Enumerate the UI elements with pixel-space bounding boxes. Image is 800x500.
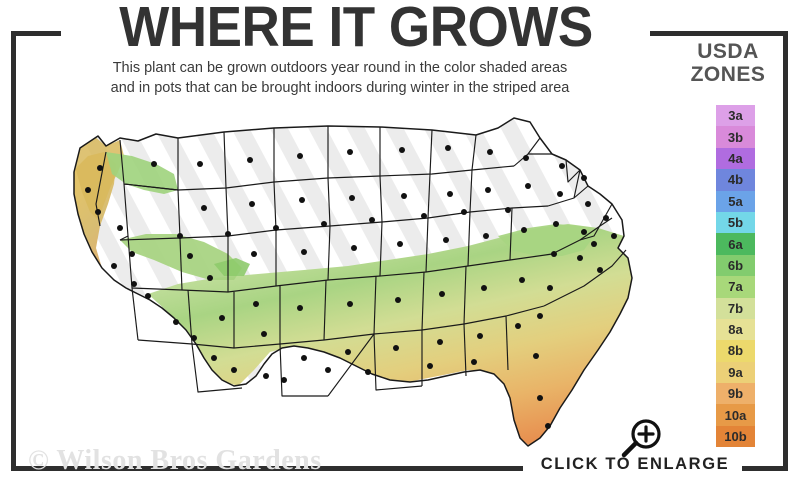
zone-swatch-5a: 5a	[716, 190, 755, 212]
legend-title-line-1: USDA	[697, 40, 759, 63]
puget-sound-green-region	[106, 152, 178, 194]
legend-title-line-2: ZONES	[690, 63, 766, 86]
zone-swatch-6b: 6b	[716, 254, 755, 277]
sierra-green-patch	[214, 258, 250, 276]
subtitle-line-1: This plant can be grown outdoors year ro…	[112, 60, 568, 76]
zone-swatch-4a: 4a	[716, 147, 755, 170]
zone-swatch-4b: 4b	[716, 169, 755, 191]
zone-swatch-7b: 7b	[716, 297, 755, 319]
zone-swatch-9a: 9a	[716, 361, 755, 384]
zone-swatch-9b: 9b	[716, 383, 755, 405]
zone-swatch-8a: 8a	[716, 318, 755, 341]
legend-title: USDA ZONES	[672, 40, 784, 86]
usda-hardiness-map[interactable]	[28, 108, 688, 458]
frame-bottom-right	[742, 466, 788, 471]
subtitle-line-2: and in pots that can be brought indoors …	[110, 80, 570, 96]
city-dots	[85, 145, 617, 429]
zone-swatch-3b: 3b	[716, 126, 755, 148]
zone-swatch-3a: 3a	[716, 105, 755, 127]
zone-swatch-10a: 10a	[716, 404, 755, 426]
frame-top-right	[650, 31, 788, 36]
zone-swatch-10b: 10b	[716, 425, 755, 448]
zone-swatch-8b: 8b	[716, 340, 755, 362]
click-to-enlarge-label[interactable]: CLICK TO ENLARGE	[540, 455, 730, 473]
usda-zone-legend: 3a 3b 4a 4b 5a 5b 6a 6b 7a 7b 8a 8b 9a 9b 10a 10b	[716, 105, 755, 448]
frame-top-left	[11, 31, 61, 36]
zone-swatch-5b: 5b	[716, 211, 755, 234]
watermark: © Wilson Bros Gardens	[28, 445, 322, 476]
frame-left-edge	[11, 31, 16, 471]
map-svg	[73, 117, 633, 447]
page-title: WHERE IT GROWS	[119, 0, 593, 59]
warm-southeast-region	[148, 224, 632, 446]
zone-swatch-7a: 7a	[716, 276, 755, 298]
frame-bottom-left	[11, 466, 523, 471]
frame-right-edge	[783, 31, 788, 471]
zone-swatch-6a: 6a	[716, 233, 755, 255]
subtitle: This plant can be grown outdoors year ro…	[30, 58, 650, 98]
magnifier-plus-icon[interactable]	[619, 418, 665, 460]
